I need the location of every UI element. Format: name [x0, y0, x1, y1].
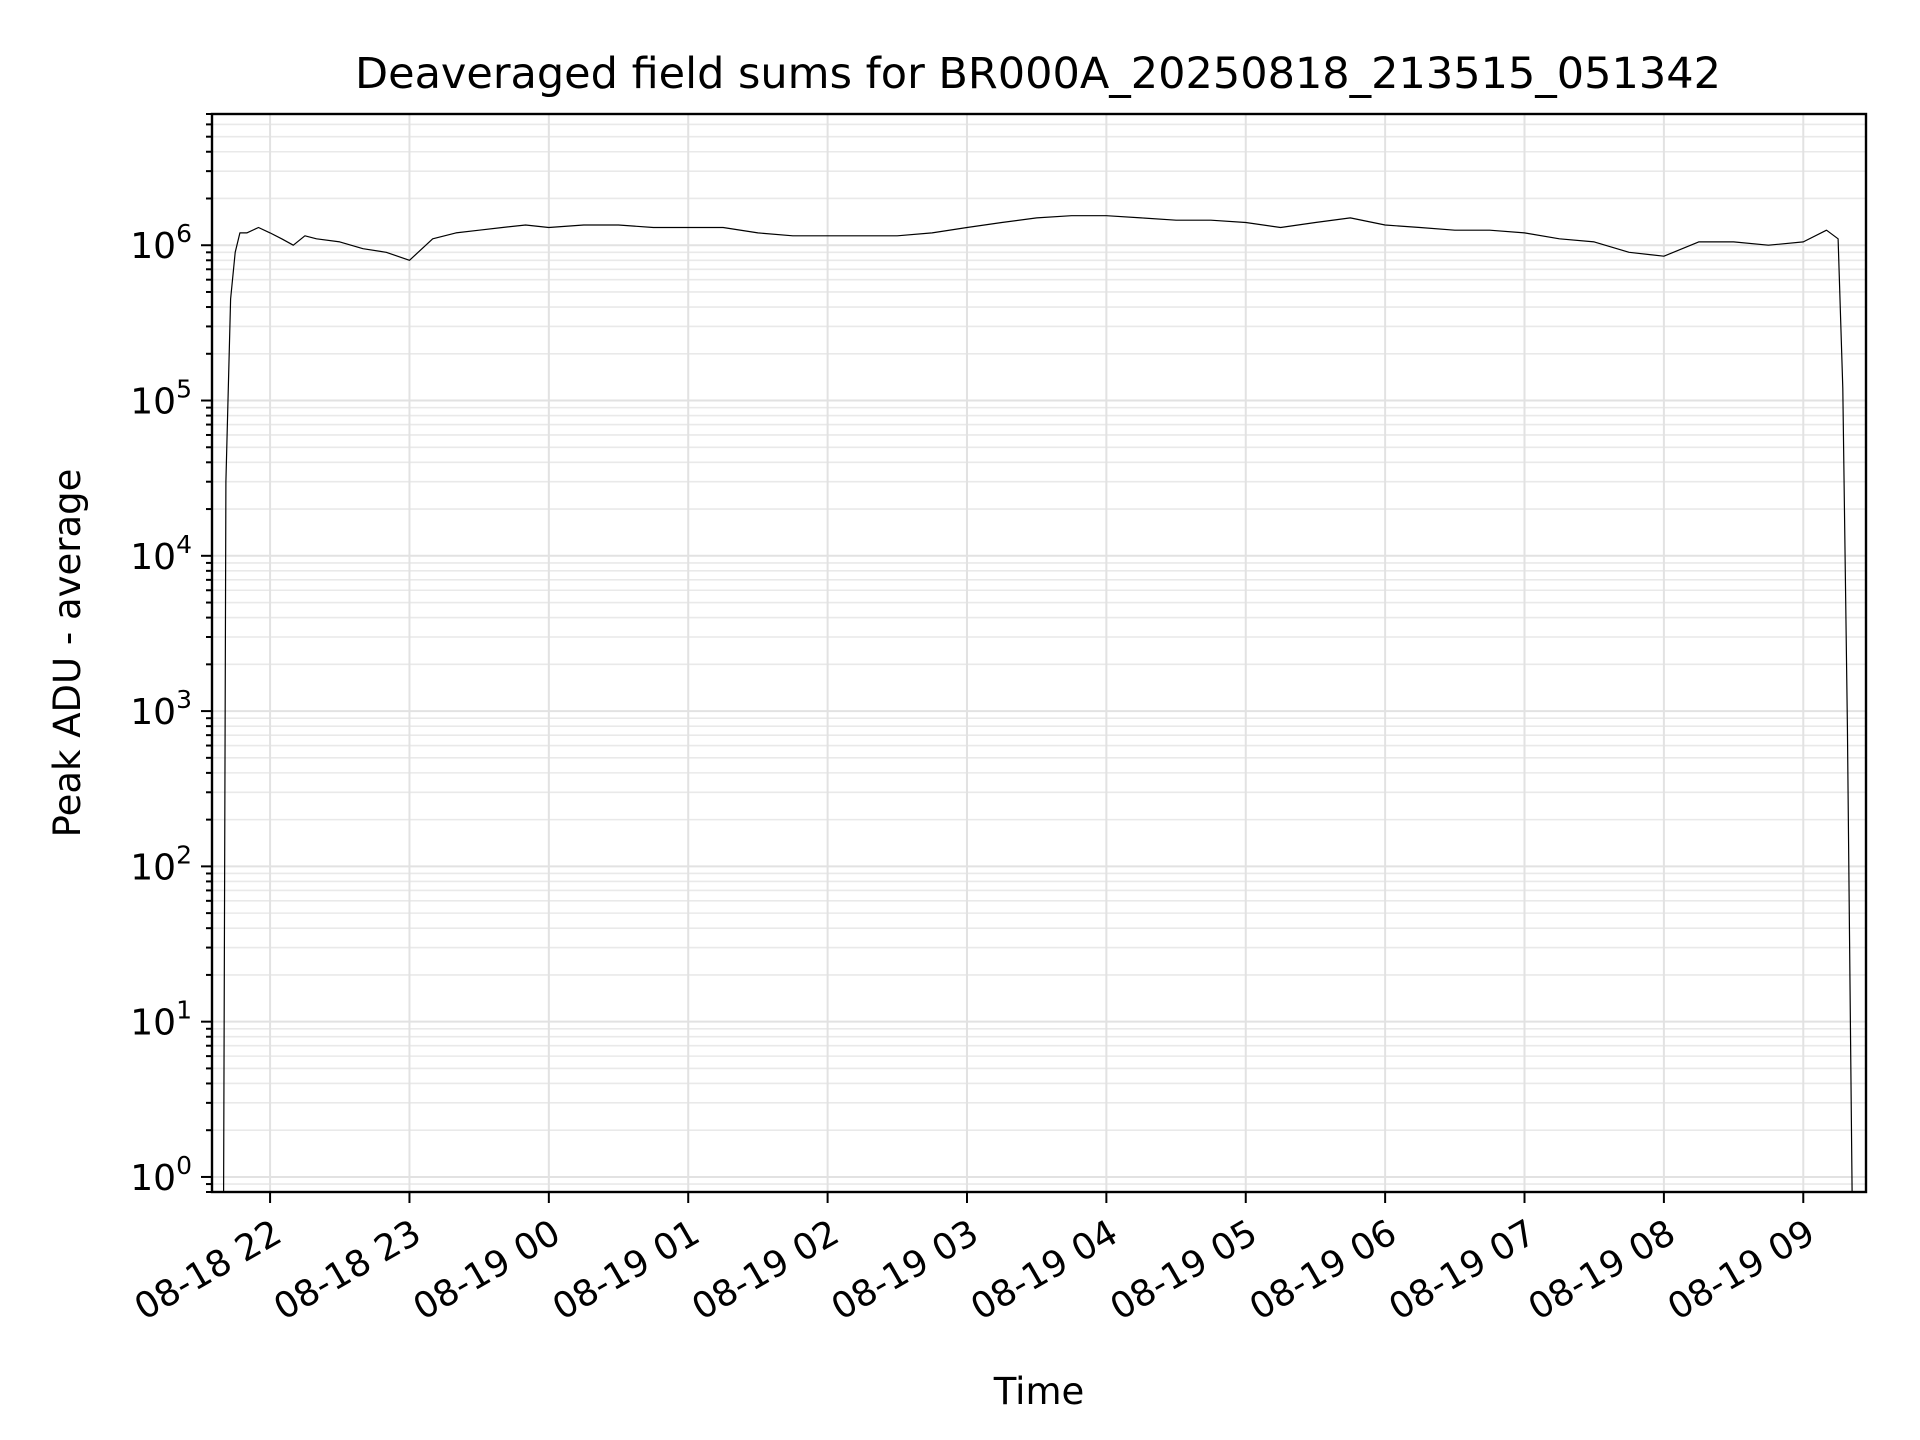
- y-axis-label: Peak ADU - average: [46, 469, 89, 838]
- x-tick-label: 08-19 06: [1243, 1212, 1404, 1328]
- x-tick-label: 08-19 00: [407, 1212, 568, 1328]
- y-tick-label: 101: [130, 996, 192, 1044]
- x-tick-label: 08-18 23: [267, 1212, 428, 1328]
- plot-frame: [210, 112, 1868, 1194]
- x-tick-label: 08-19 01: [546, 1212, 707, 1328]
- x-tick-label: 08-18 22: [128, 1212, 289, 1328]
- x-tick-label: 08-19 02: [685, 1212, 846, 1328]
- x-tick-label: 08-19 08: [1522, 1212, 1683, 1328]
- data-series-line: [223, 215, 1853, 1193]
- y-axis: 100 101 102 103 104 105 106: [130, 113, 212, 1199]
- y-tick-label: 100: [130, 1151, 192, 1199]
- x-tick-label: 08-19 09: [1661, 1212, 1822, 1328]
- series-layer: [223, 215, 1853, 1193]
- y-tick-label: 103: [130, 685, 192, 733]
- y-tick-label: 105: [130, 375, 192, 423]
- x-tick-label: 08-19 07: [1382, 1212, 1543, 1328]
- y-tick-label: 106: [130, 219, 192, 267]
- x-tick-label: 08-19 03: [825, 1212, 986, 1328]
- chart-title: Deaveraged field sums for BR000A_2025081…: [355, 49, 1721, 99]
- x-tick-label: 08-19 04: [964, 1212, 1125, 1328]
- x-tick-label: 08-19 05: [1104, 1212, 1265, 1328]
- y-tick-label: 104: [130, 530, 192, 578]
- y-tick-label: 102: [130, 840, 192, 888]
- x-axis-label: Time: [993, 1370, 1085, 1413]
- grid: [212, 113, 1866, 1193]
